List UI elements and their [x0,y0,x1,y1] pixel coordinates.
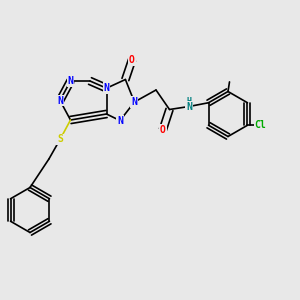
Text: N: N [57,95,63,106]
Text: N: N [186,101,192,112]
Text: N: N [131,97,137,107]
Text: N: N [103,83,109,93]
Text: O: O [160,124,166,135]
Text: Cl: Cl [254,120,266,130]
Text: H: H [187,98,191,106]
Text: N: N [68,76,74,86]
Text: O: O [129,55,135,65]
Text: N: N [117,116,123,126]
Text: S: S [57,134,63,145]
